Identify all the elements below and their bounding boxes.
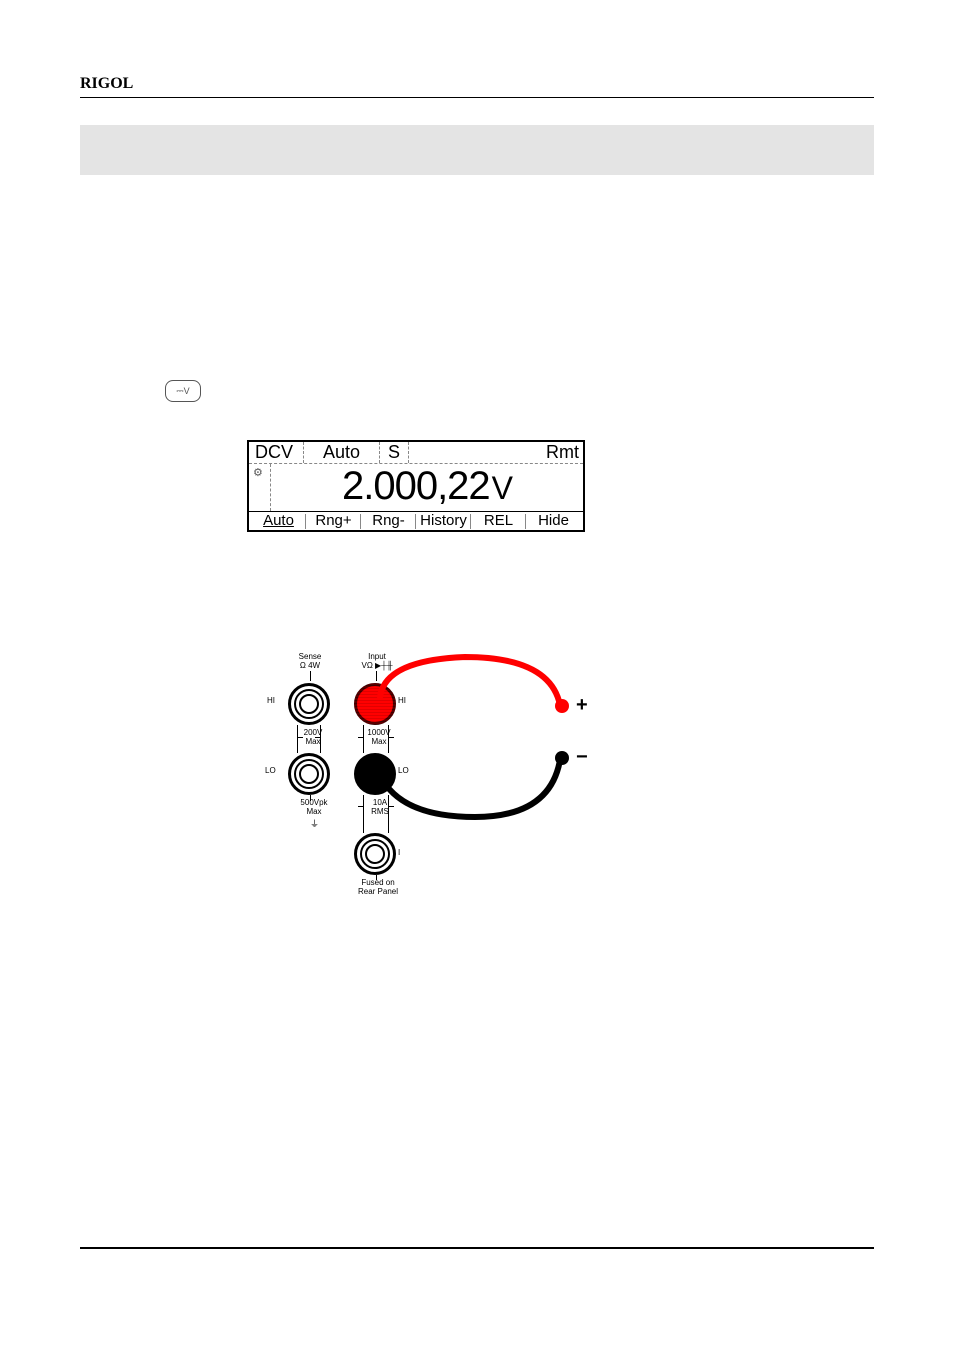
lcd-status-row: DCV Auto S Rmt xyxy=(249,442,583,464)
softkey-hide: Hide xyxy=(526,512,581,529)
hi-left-label: HI xyxy=(267,697,275,706)
page-header: RIGOL xyxy=(80,75,874,98)
sense-lo-tick xyxy=(310,795,311,801)
dc-voltage-key: ⎓V xyxy=(165,380,201,402)
footer-rule xyxy=(80,1247,874,1249)
black-lead-wire xyxy=(375,755,575,830)
plus-sign: + xyxy=(576,694,588,717)
black-probe-tip xyxy=(555,751,569,765)
lo-i-bracket-left xyxy=(363,795,364,833)
sense-lo-terminal xyxy=(288,753,330,795)
sense-tick xyxy=(310,671,311,681)
fused-label: Fused on Rear Panel xyxy=(356,879,400,897)
lcd-reading: 2.000,22V xyxy=(271,464,583,511)
current-terminal xyxy=(354,833,396,875)
softkey-history: History xyxy=(416,512,471,529)
multimeter-lcd: DCV Auto S Rmt ⚙ 2.000,22V Auto Rng+ Rng… xyxy=(247,440,585,532)
sense-bracket-upper-r xyxy=(315,737,321,738)
sense-bracket-right xyxy=(320,725,321,753)
ground-icon: ⏚ xyxy=(310,817,319,830)
minus-sign: − xyxy=(576,746,588,769)
lcd-remote: Rmt xyxy=(542,442,583,463)
section-title-bar xyxy=(80,125,874,175)
header-rule xyxy=(80,97,874,98)
connection-diagram: Sense Ω 4W Input VΩ ▶┼╫ HI HI 200V Max 1… xyxy=(260,645,590,935)
dc-voltage-key-label: ⎓V xyxy=(176,386,189,397)
input-bracket-left xyxy=(363,725,364,753)
lo-left-label: LO xyxy=(265,767,276,776)
lcd-reading-row: ⚙ 2.000,22V xyxy=(249,464,583,512)
lcd-reading-value: 2.000,22 xyxy=(342,464,490,508)
sense-label: Sense Ω 4W xyxy=(292,653,328,671)
lcd-indicator-icon: ⚙ xyxy=(249,464,271,511)
lo-i-bracket-up-l xyxy=(358,806,364,807)
softkey-rel: REL xyxy=(471,512,526,529)
lcd-mode: DCV xyxy=(249,442,304,463)
current-label: I xyxy=(398,849,400,858)
lcd-speed: S xyxy=(380,442,409,463)
softkey-rng-plus: Rng+ xyxy=(306,512,361,529)
lcd-reading-unit: V xyxy=(492,470,512,506)
red-probe-tip xyxy=(555,699,569,713)
sense-max-label: 200V Max xyxy=(300,729,326,747)
current-tick xyxy=(376,875,377,880)
red-lead-wire xyxy=(375,655,575,730)
lcd-range: Auto xyxy=(304,442,380,463)
sense-bracket-left xyxy=(297,725,298,753)
input-bracket-upper-l xyxy=(358,737,364,738)
lcd-softkey-row: Auto Rng+ Rng- History REL Hide xyxy=(249,512,583,530)
softkey-rng-minus: Rng- xyxy=(361,512,416,529)
brand-label: RIGOL xyxy=(80,75,874,93)
sense-bracket-upper-l xyxy=(297,737,303,738)
softkey-auto: Auto xyxy=(251,512,306,529)
input-bracket-upper-r xyxy=(388,737,394,738)
sense-hi-terminal xyxy=(288,683,330,725)
lo-max-label: 500Vpk Max xyxy=(296,799,332,817)
